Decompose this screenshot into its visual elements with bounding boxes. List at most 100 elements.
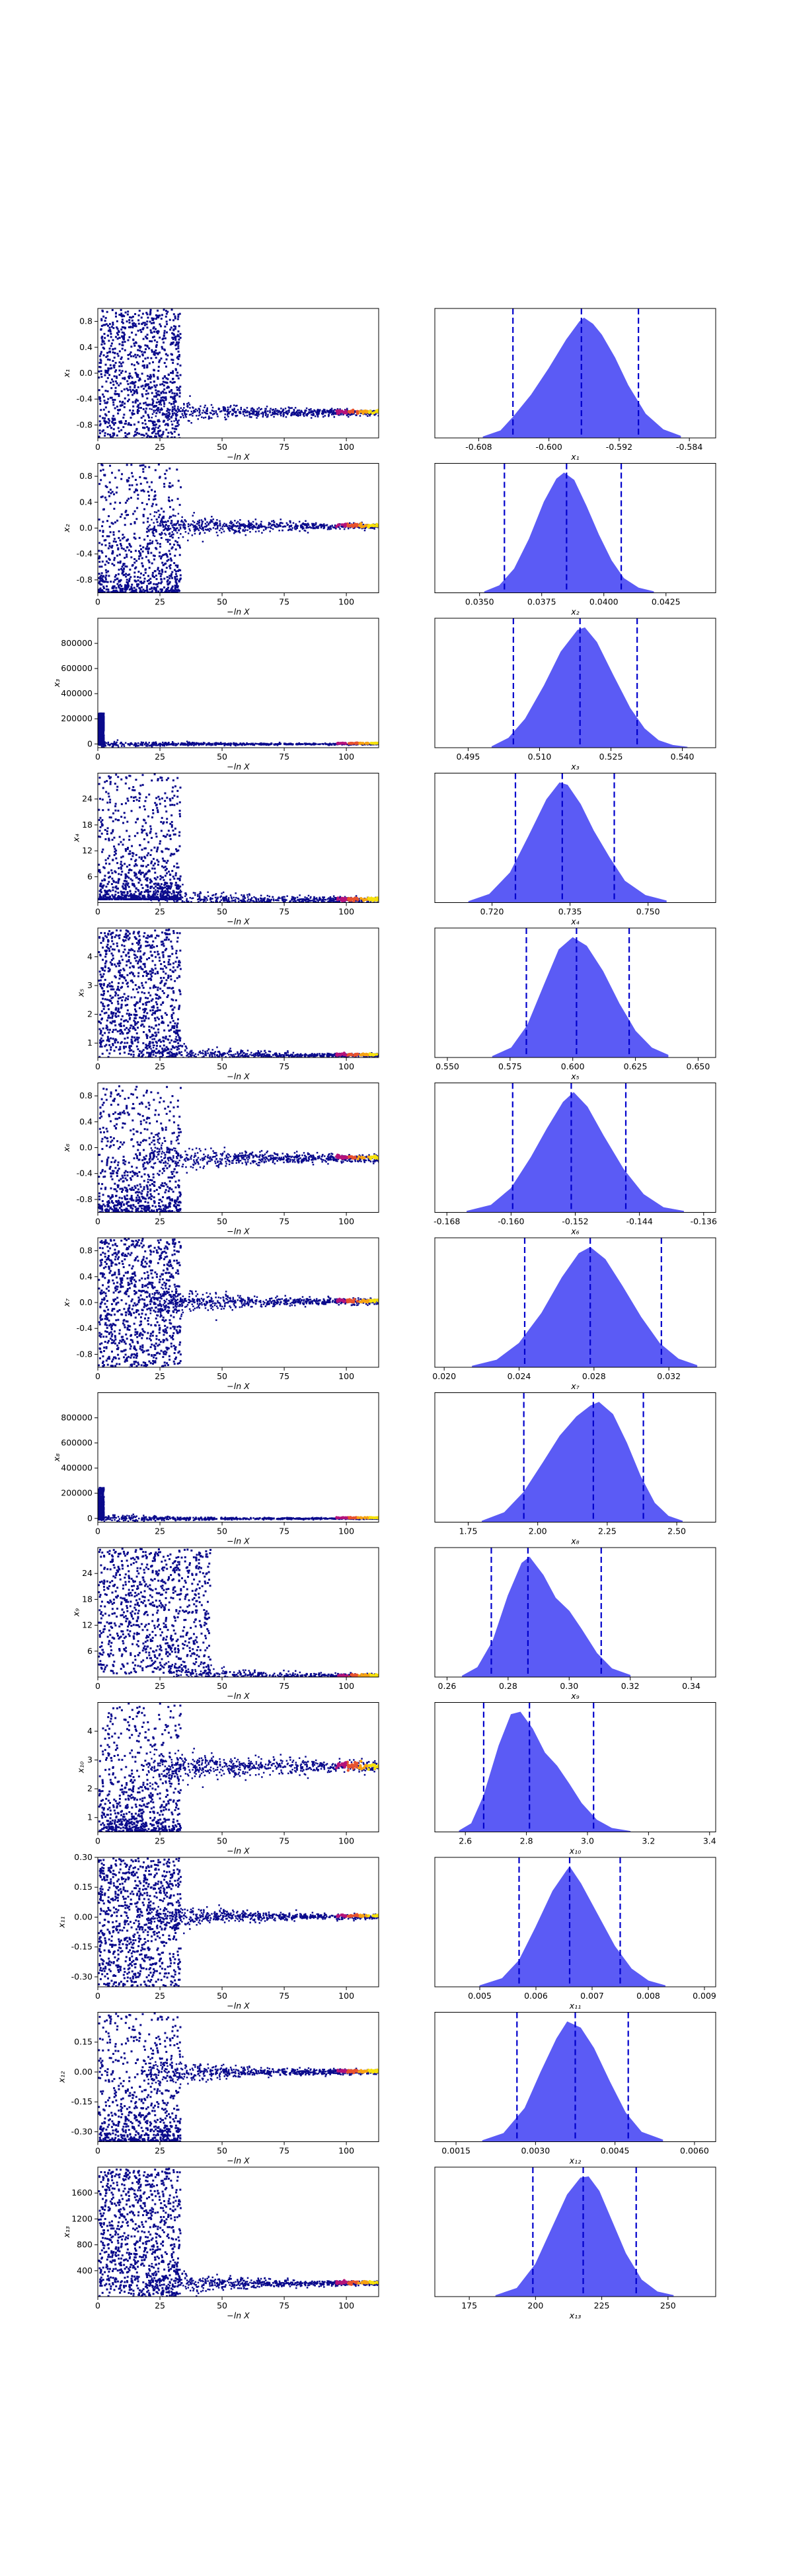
trace-point	[158, 419, 160, 421]
trace-point	[210, 412, 212, 414]
trace-point	[226, 525, 228, 528]
trace-point	[122, 563, 125, 566]
trace-point	[248, 411, 250, 413]
trace-point	[126, 554, 128, 556]
trace-point	[152, 554, 155, 557]
trace-point	[133, 384, 136, 387]
trace-point	[110, 492, 112, 495]
trace-point	[143, 577, 146, 580]
trace-point	[190, 410, 193, 413]
trace-point	[116, 392, 118, 395]
trace-point	[174, 413, 177, 416]
trace-point	[173, 562, 176, 565]
trace-point	[119, 515, 122, 518]
trace-point	[336, 408, 339, 410]
trace-point	[99, 366, 102, 369]
trace-point	[121, 347, 124, 350]
trace-point	[120, 478, 123, 480]
trace-point	[256, 415, 259, 417]
trace-point	[301, 526, 304, 528]
trace-point	[159, 402, 162, 404]
trace-point	[169, 535, 171, 538]
trace-point	[239, 526, 241, 528]
trace-point	[102, 315, 105, 318]
trace-point	[172, 743, 175, 746]
trace-point	[290, 414, 293, 417]
trace-point	[163, 402, 165, 404]
x-tick-label: 75	[279, 442, 289, 452]
y-tick-label: 0.0	[79, 523, 93, 533]
trace-point	[206, 410, 208, 412]
trace-point	[112, 585, 114, 588]
trace-point	[178, 433, 180, 436]
trace-point	[146, 334, 149, 336]
trace-point	[124, 884, 127, 886]
trace-point	[134, 479, 137, 482]
trace-point	[145, 393, 147, 396]
trace-point	[273, 415, 275, 418]
trace-point	[128, 497, 130, 500]
trace-point	[123, 573, 126, 576]
trace-point	[147, 743, 149, 746]
trace-point	[260, 524, 262, 526]
trace-point	[108, 347, 111, 350]
trace-point	[172, 533, 174, 536]
trace-point	[170, 534, 173, 536]
trace-point	[247, 743, 249, 746]
trace-point	[148, 362, 151, 365]
trace-point	[153, 336, 155, 338]
trace-point	[106, 560, 108, 563]
trace-point	[293, 408, 295, 411]
trace-point	[137, 362, 139, 365]
trace-hot-point	[369, 524, 373, 527]
trace-point	[104, 539, 107, 542]
trace-point	[289, 743, 291, 745]
trace-point	[285, 743, 287, 746]
trace-point	[371, 527, 374, 529]
trace-point	[173, 544, 176, 546]
trace-point	[320, 526, 322, 528]
trace-point	[153, 321, 155, 324]
trace-point	[121, 336, 124, 338]
trace-point	[183, 407, 185, 409]
trace-point	[131, 332, 133, 334]
trace-point	[118, 568, 120, 571]
trace-point	[321, 742, 323, 745]
trace-point	[146, 326, 149, 329]
trace-point	[317, 527, 319, 529]
trace-point	[100, 583, 103, 586]
trace-point	[138, 355, 141, 358]
trace-point	[299, 530, 301, 532]
trace-point	[165, 331, 168, 334]
trace-point	[118, 343, 121, 345]
trace-point	[136, 406, 139, 408]
trace-point	[194, 530, 196, 532]
trace-point	[229, 410, 231, 413]
trace-point	[155, 590, 157, 593]
trace-point	[103, 744, 106, 747]
trace-point	[121, 589, 124, 591]
trace-point	[168, 496, 170, 499]
trace-point	[127, 394, 130, 396]
trace-point	[167, 742, 169, 745]
trace-point	[162, 341, 165, 344]
trace-point	[151, 575, 154, 578]
trace-point	[160, 404, 163, 406]
trace-point	[106, 351, 109, 354]
trace-point	[293, 413, 295, 416]
density-area	[491, 627, 688, 748]
trace-point	[330, 528, 332, 530]
trace-point	[120, 357, 122, 360]
trace-point	[270, 414, 272, 416]
trace-hot-point	[368, 410, 371, 413]
trace-point	[120, 513, 123, 516]
trace-point	[302, 412, 305, 414]
trace-point	[165, 528, 168, 530]
trace-point	[359, 415, 361, 417]
trace-point	[146, 320, 149, 323]
trace-point	[250, 408, 252, 410]
trace-point	[128, 373, 131, 375]
y-tick-label: 0.8	[79, 316, 93, 326]
trace-point	[176, 375, 179, 377]
trace-point	[113, 366, 116, 369]
